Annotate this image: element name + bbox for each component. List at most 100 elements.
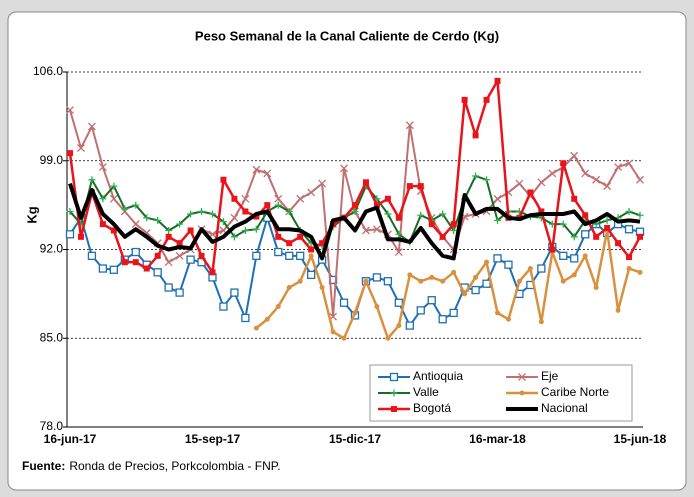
marker <box>571 195 578 202</box>
legend-label: Eje <box>541 369 559 383</box>
marker <box>275 233 282 240</box>
marker <box>593 233 600 240</box>
marker <box>450 221 457 228</box>
marker <box>296 251 305 260</box>
x-tick-label: 15-dic-17 <box>329 432 381 446</box>
marker <box>581 169 590 178</box>
marker <box>518 373 526 381</box>
marker <box>472 172 480 180</box>
marker <box>264 202 271 209</box>
marker <box>451 269 457 275</box>
marker <box>515 179 524 188</box>
marker <box>570 233 578 241</box>
marker <box>384 210 392 218</box>
marker <box>231 195 238 202</box>
y-tick-label: 99.0 <box>40 153 64 167</box>
marker <box>143 214 151 222</box>
marker <box>482 279 491 288</box>
series-line <box>255 229 641 340</box>
marker <box>483 176 491 184</box>
marker <box>241 313 250 323</box>
marker <box>286 285 292 291</box>
x-tick-label: 15-sep-17 <box>185 432 241 446</box>
marker <box>571 272 577 278</box>
marker <box>394 298 403 307</box>
marker <box>450 226 458 234</box>
marker <box>614 163 623 172</box>
marker <box>472 132 479 139</box>
marker <box>98 264 108 273</box>
marker <box>286 240 293 247</box>
marker <box>175 288 184 297</box>
marker <box>372 225 381 234</box>
marker <box>406 183 413 190</box>
marker <box>582 253 588 259</box>
marker <box>362 179 369 186</box>
marker <box>449 308 458 318</box>
marker <box>209 210 216 218</box>
marker <box>363 278 369 284</box>
marker <box>626 254 633 261</box>
marker <box>275 304 281 310</box>
marker <box>186 255 195 264</box>
marker <box>383 277 393 286</box>
marker <box>274 247 283 257</box>
marker <box>560 160 567 167</box>
marker <box>483 96 490 103</box>
legend-box <box>369 364 633 422</box>
marker <box>164 258 173 267</box>
marker <box>593 285 599 291</box>
marker <box>153 268 162 277</box>
marker <box>65 230 75 239</box>
marker <box>624 225 634 234</box>
marker <box>198 252 205 259</box>
marker <box>319 285 325 291</box>
marker <box>175 251 184 260</box>
marker <box>252 251 261 260</box>
marker <box>439 233 446 240</box>
marker <box>351 207 359 215</box>
marker <box>527 189 534 196</box>
marker <box>504 260 513 269</box>
marker <box>603 182 612 191</box>
marker <box>307 270 316 280</box>
chart-title: Peso Semanal de la Canal Caliente de Cer… <box>195 28 499 43</box>
legend-label: Caribe Norte <box>541 385 609 399</box>
marker <box>537 178 546 187</box>
marker <box>131 247 140 257</box>
marker <box>395 230 403 238</box>
marker <box>209 269 216 276</box>
y-tick-label: 106.0 <box>33 64 63 78</box>
marker <box>88 176 96 184</box>
marker <box>131 220 140 229</box>
marker <box>559 220 567 228</box>
source-label: Fuente: <box>22 459 65 473</box>
marker <box>109 265 118 274</box>
marker <box>636 175 644 184</box>
marker <box>165 226 173 234</box>
marker <box>241 226 249 234</box>
marker <box>352 202 358 209</box>
marker <box>297 233 304 240</box>
y-axis-label: Kg <box>24 206 39 223</box>
marker <box>154 216 162 224</box>
marker <box>330 329 336 335</box>
marker <box>495 310 500 316</box>
marker <box>252 225 260 233</box>
marker <box>263 169 272 178</box>
marker <box>484 259 490 265</box>
marker <box>471 285 480 295</box>
x-tick-label: 16-mar-18 <box>469 432 526 446</box>
marker <box>516 278 522 284</box>
marker <box>164 283 173 292</box>
marker <box>637 233 643 240</box>
marker <box>77 233 84 240</box>
y-tick-label: 92.0 <box>40 242 64 256</box>
marker <box>372 273 382 282</box>
marker <box>389 372 399 382</box>
marker <box>440 278 446 284</box>
marker <box>537 264 546 273</box>
marker <box>308 253 314 259</box>
marker <box>385 335 391 341</box>
marker <box>582 212 589 219</box>
